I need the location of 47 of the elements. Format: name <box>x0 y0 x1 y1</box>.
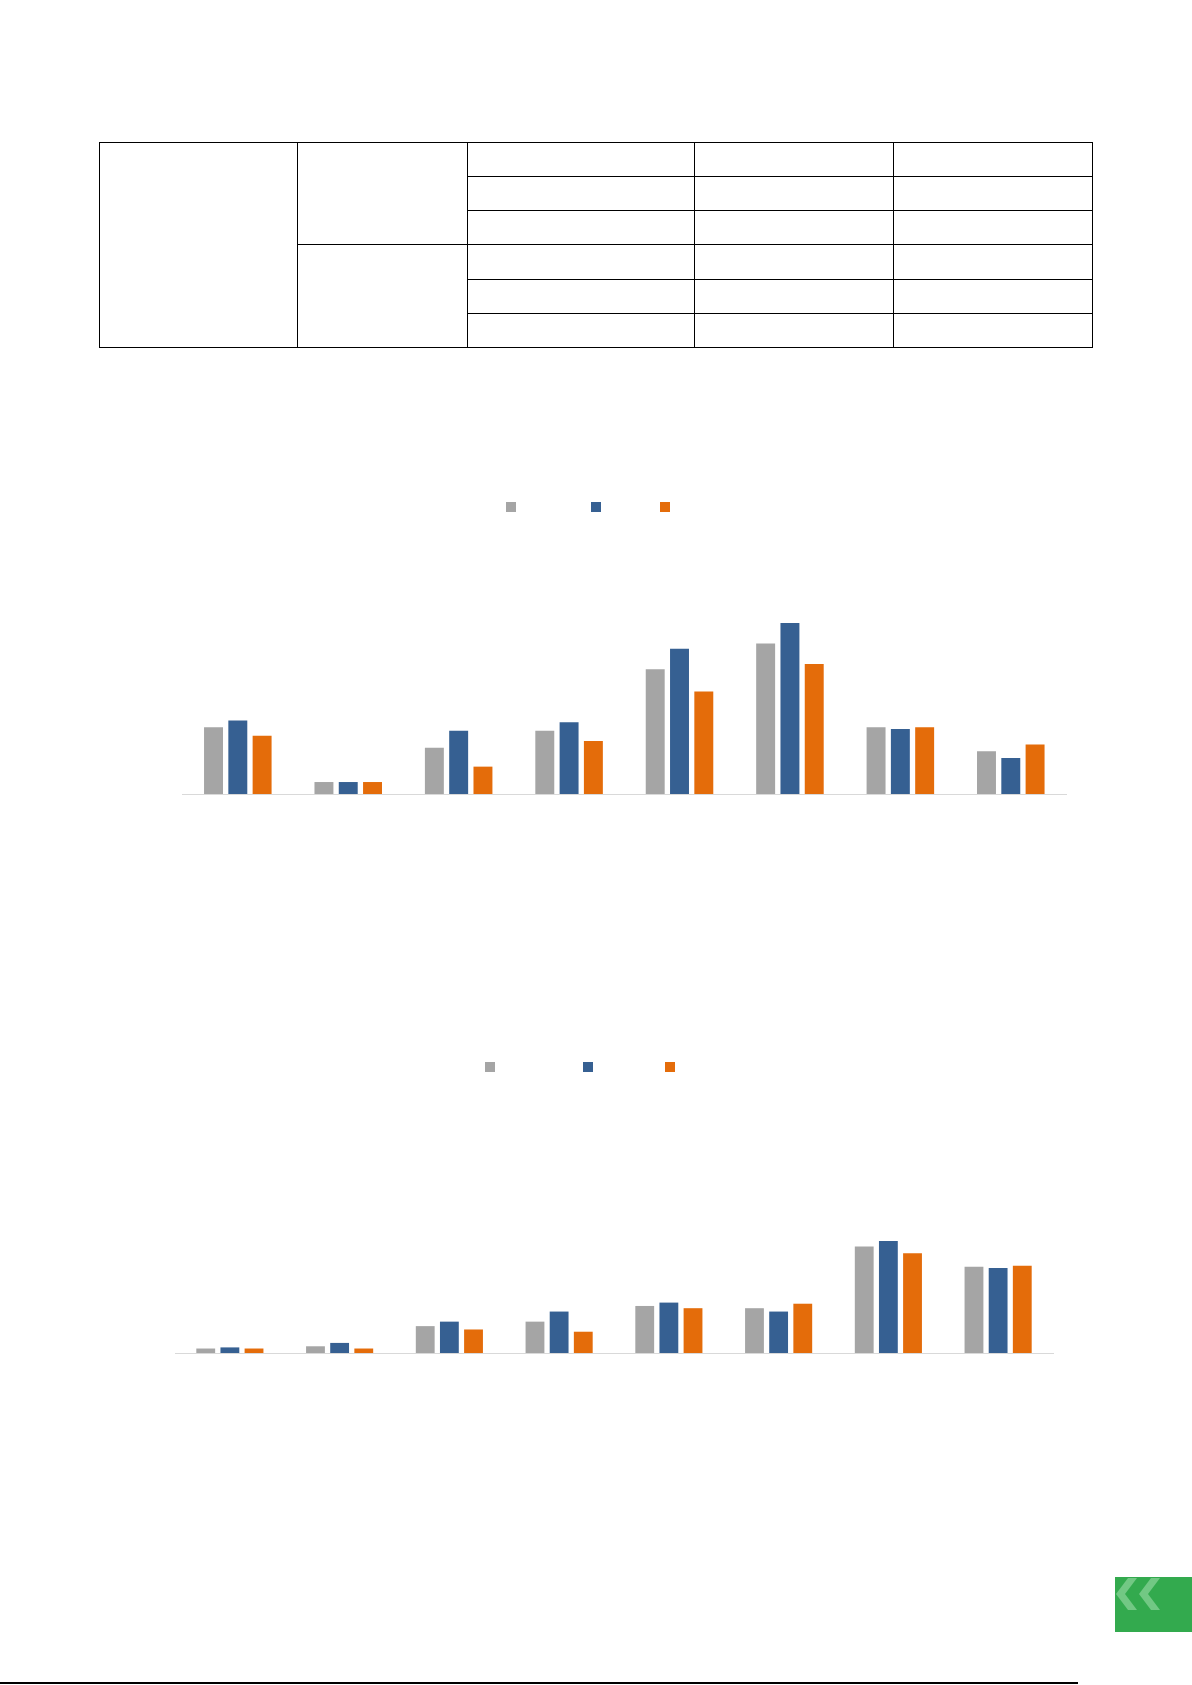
bar <box>964 1266 984 1353</box>
bar <box>252 735 272 794</box>
bar <box>338 782 358 794</box>
bar <box>793 1303 813 1353</box>
bar <box>354 1348 374 1353</box>
bar <box>903 1253 922 1353</box>
bar <box>780 623 800 794</box>
bar <box>330 1342 350 1353</box>
bar <box>535 730 555 794</box>
bar <box>745 1308 764 1353</box>
bar <box>683 1308 703 1353</box>
bar <box>756 643 776 794</box>
bar <box>228 720 248 794</box>
bar <box>854 1246 874 1353</box>
bar <box>804 664 824 794</box>
bar <box>659 1302 679 1353</box>
bar <box>314 782 334 794</box>
bar <box>694 691 714 794</box>
bar <box>449 730 469 794</box>
bar <box>363 782 383 794</box>
bar <box>464 1329 483 1353</box>
bar <box>988 1267 1008 1353</box>
bar <box>1025 744 1045 794</box>
bar <box>878 1241 898 1353</box>
bar <box>424 747 444 794</box>
bar <box>473 766 493 794</box>
bar <box>1012 1265 1032 1353</box>
bar <box>977 751 996 794</box>
bar <box>866 727 886 794</box>
bar <box>583 740 603 794</box>
bar <box>415 1326 435 1353</box>
bar <box>525 1321 545 1353</box>
bar <box>670 648 689 794</box>
bar <box>769 1311 789 1353</box>
bar <box>439 1321 459 1353</box>
bar <box>306 1346 325 1353</box>
bar <box>915 727 935 794</box>
bar <box>549 1311 569 1353</box>
bar <box>196 1348 216 1353</box>
bar <box>573 1331 593 1353</box>
bar <box>204 727 223 794</box>
bar <box>559 722 579 794</box>
bar <box>635 1305 655 1353</box>
bar <box>1001 758 1021 794</box>
bar <box>890 729 910 794</box>
bar <box>645 669 665 794</box>
bar <box>220 1347 240 1353</box>
